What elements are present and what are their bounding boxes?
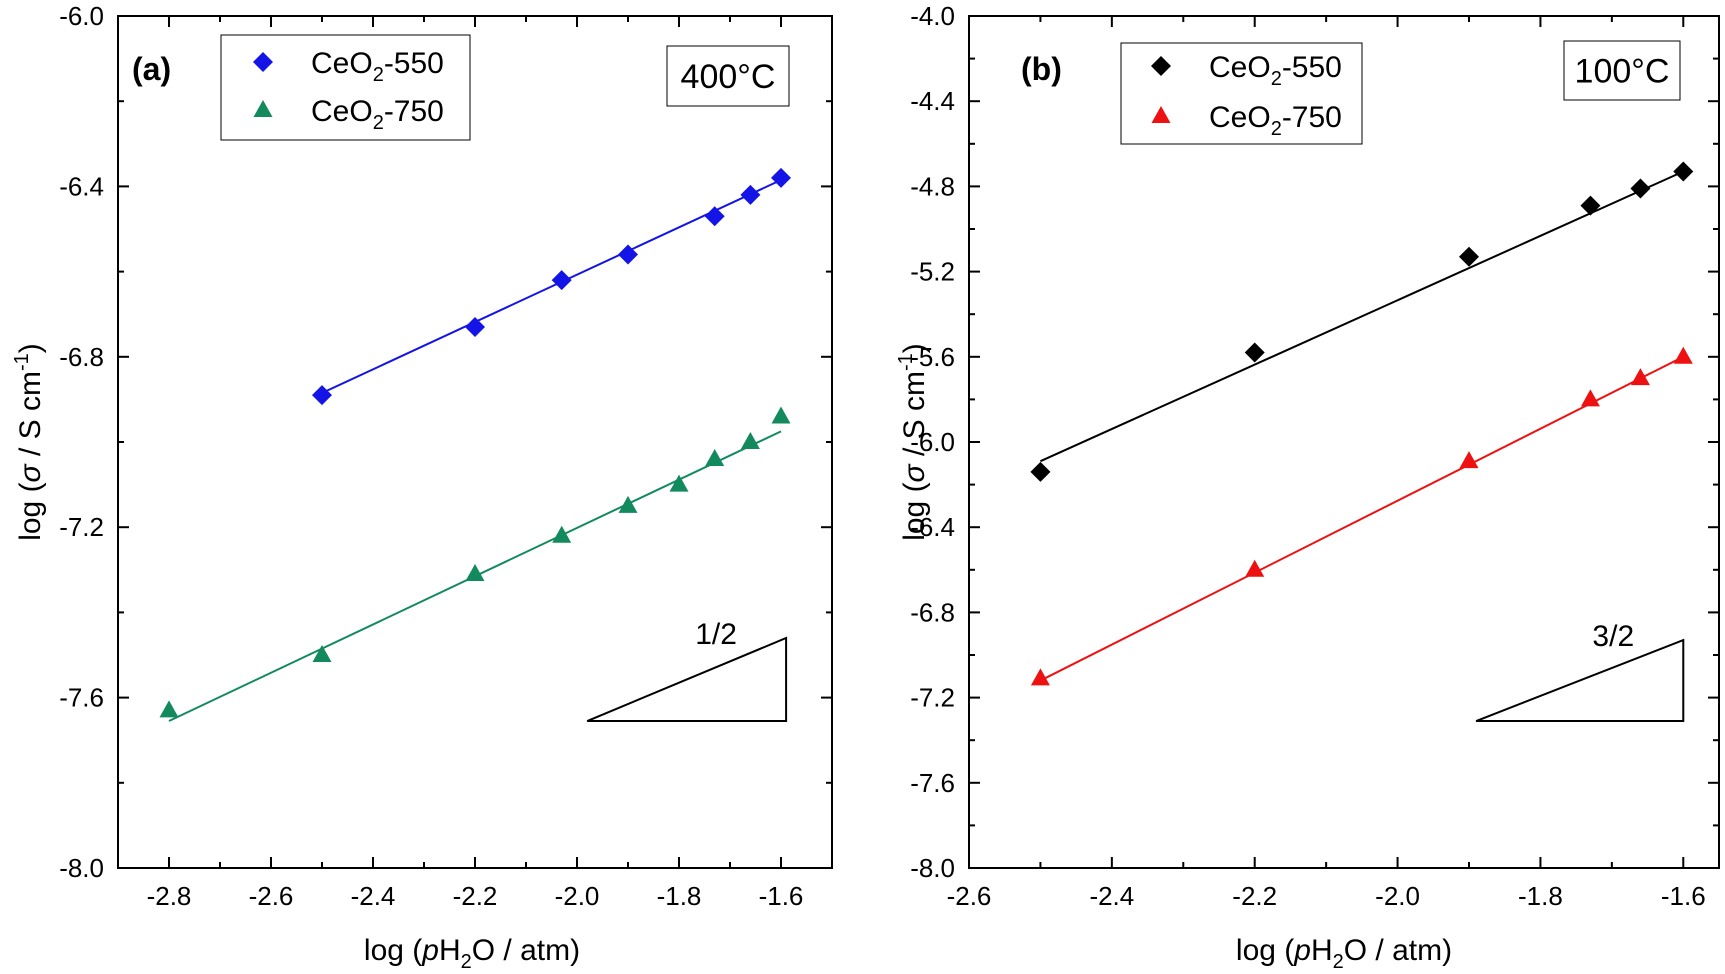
data-point [312, 645, 332, 662]
x-tick-label: -1.6 [1661, 881, 1706, 911]
panel-a: -2.8 -2.6 -2.4 -2.2 -2.0 -1.8 -1.6 -8.0 -7.6 -7.2… [11, 1, 833, 973]
plot-frame [117, 15, 833, 869]
y-axis-title: log (σ / S cm-1) [895, 343, 931, 541]
legend-label: CeO2-750 [311, 95, 444, 134]
legend-label: CeO2-750 [1209, 101, 1342, 140]
fit-line [1040, 170, 1684, 463]
y-tick-label: -6.4 [910, 512, 955, 542]
y-axis-title: log (σ / S cm-1) [11, 343, 47, 541]
y-tick-label: -8.0 [59, 853, 104, 883]
slope-triangle [1475, 638, 1685, 723]
data-point [551, 270, 572, 291]
legend-marker [253, 52, 273, 72]
x-tick-label: -2.2 [1232, 881, 1277, 911]
legend-marker [1151, 106, 1171, 123]
data-point [1630, 178, 1651, 199]
panel-label: (a) [132, 51, 171, 87]
slope-label: 3/2 [1592, 620, 1634, 653]
x-tick-label: -2.2 [453, 881, 498, 911]
data-point [1580, 389, 1600, 407]
data-point [669, 474, 689, 492]
y-tick-label: -6.0 [910, 427, 955, 457]
y-tick-label: -5.2 [910, 257, 955, 287]
data-point [1630, 368, 1650, 386]
fit-line [1039, 355, 1684, 682]
temperature-box [1563, 40, 1681, 101]
data-point [618, 244, 638, 265]
x-tick-label: -2.6 [947, 881, 992, 911]
y-tick-label: -6.8 [59, 342, 104, 372]
x-axis-title: log (pH2O / atm) [1236, 934, 1452, 973]
data-point [1459, 246, 1479, 267]
data-point [771, 167, 791, 188]
slope-label: 1/2 [695, 618, 737, 651]
data-point [705, 449, 725, 467]
y-tick-label: -6.4 [59, 171, 104, 201]
y-tick-label: -7.6 [59, 683, 104, 713]
legend-label: CeO2-550 [1209, 51, 1342, 90]
data-point [771, 406, 791, 424]
slope-triangle [586, 636, 788, 723]
y-tick-label: -4.4 [910, 86, 955, 116]
data-point [740, 184, 761, 205]
y-tick-label: -5.6 [910, 342, 955, 372]
x-tick-label: -2.0 [1375, 881, 1420, 911]
data-point [1673, 161, 1694, 182]
panel-label: (b) [1021, 51, 1062, 87]
x-tick-label: -1.6 [759, 881, 804, 911]
y-tick-label: -7.2 [59, 512, 104, 542]
data-point [159, 700, 179, 718]
x-tick-label: -2.8 [147, 881, 192, 911]
data-point [1580, 195, 1601, 216]
y-tick-label: -7.2 [910, 683, 955, 713]
data-point [1673, 346, 1693, 364]
data-point [312, 385, 332, 406]
x-tick-label: -1.8 [657, 881, 702, 911]
data-point [704, 206, 725, 227]
x-tick-label: -2.0 [555, 881, 600, 911]
data-point [1030, 461, 1051, 482]
data-point [465, 316, 485, 337]
x-axis-title: log (pH2O / atm) [364, 934, 580, 973]
panel-b: -2.6 -2.4 -2.2 -2.0 -1.8 -1.6 -8.0 -7.6 -7.2 -6.8… [895, 1, 1720, 973]
data-point [1244, 342, 1265, 363]
y-tick-label: -8.0 [910, 853, 955, 883]
data-point [465, 564, 485, 582]
x-tick-label: -2.4 [351, 881, 396, 911]
data-point [1459, 451, 1479, 469]
temperature-label: 400°C [681, 58, 776, 96]
temperature-box [666, 45, 790, 107]
fit-line [321, 179, 782, 394]
data-point [740, 432, 760, 449]
y-tick-label: -4.8 [910, 171, 955, 201]
y-tick-label: -7.6 [910, 768, 955, 798]
y-tick-label: -6.0 [59, 1, 104, 31]
x-tick-label: -2.6 [249, 881, 294, 911]
x-tick-label: -2.4 [1089, 881, 1134, 911]
y-tick-label: -6.8 [910, 597, 955, 627]
y-tick-label: -4.0 [910, 1, 955, 31]
temperature-label: 100°C [1575, 53, 1670, 91]
data-point [1245, 559, 1265, 577]
data-point [552, 525, 572, 543]
x-tick-label: -1.8 [1518, 881, 1563, 911]
legend-marker [253, 100, 273, 117]
legend-marker [1151, 56, 1171, 76]
legend-label: CeO2-550 [311, 47, 444, 86]
data-point [1030, 668, 1050, 686]
data-point [618, 495, 638, 513]
